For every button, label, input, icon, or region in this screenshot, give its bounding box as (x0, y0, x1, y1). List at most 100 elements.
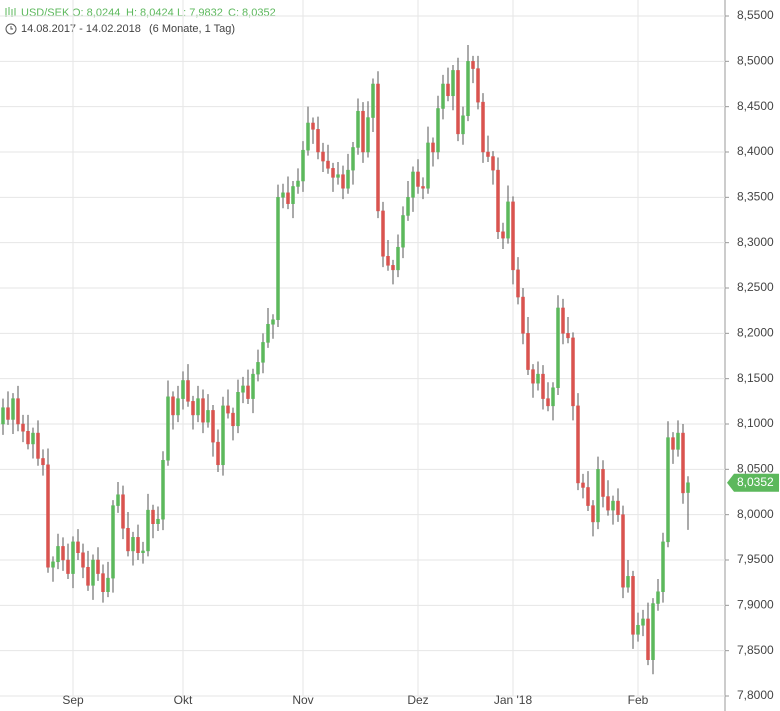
candle-body (286, 192, 290, 204)
x-tick-label: Dez (407, 693, 428, 707)
candle-body (671, 437, 675, 450)
candle-body (591, 505, 595, 523)
candle-body (371, 83, 375, 118)
candle-body (656, 591, 660, 604)
candle-body (276, 197, 280, 320)
candle-body (111, 505, 115, 579)
candle-body (36, 432, 40, 459)
y-tick-label: 8,4000 (737, 144, 774, 158)
candle-body (246, 385, 250, 399)
candle-body (316, 129, 320, 153)
x-tick-label: Okt (174, 693, 193, 707)
y-tick-label: 8,5000 (737, 54, 774, 68)
candle-body (131, 537, 135, 552)
candle-body (126, 528, 130, 552)
candle-body (551, 387, 555, 407)
symbol: USD/SEK (21, 7, 70, 19)
candle-body (616, 500, 620, 515)
y-tick-label: 7,8500 (737, 643, 774, 657)
candle-body (386, 256, 390, 266)
candle-body (6, 407, 10, 420)
x-tick-label: Feb (628, 693, 649, 707)
candle-body (496, 169, 500, 233)
candle-body (466, 61, 470, 116)
candle-body (571, 337, 575, 407)
candle-body (681, 432, 685, 494)
candle-body (366, 117, 370, 153)
candle-body (166, 396, 170, 461)
candle-body (181, 380, 185, 399)
candle-body (201, 398, 205, 423)
candle-body (606, 496, 610, 511)
candle-body (631, 576, 635, 635)
candle-body (151, 509, 155, 524)
candle-body (1, 407, 5, 425)
candle-body (121, 494, 125, 529)
candle-body (46, 464, 50, 568)
candle-body (426, 142, 430, 189)
candle-body (216, 441, 220, 466)
candle-body (21, 423, 25, 432)
candle-body (196, 398, 200, 416)
open-label: O: 8,0244 (72, 7, 120, 19)
candle-body (461, 115, 465, 135)
y-tick-label: 7,8000 (737, 688, 774, 702)
candle-body (476, 68, 480, 103)
candle-body (446, 83, 450, 97)
candle-body (136, 537, 140, 553)
clock-icon (5, 23, 17, 35)
candle-body (576, 405, 580, 484)
candle-body (266, 324, 270, 343)
candle-body (481, 101, 485, 153)
candle-body (206, 410, 210, 423)
candle-body (416, 171, 420, 187)
candle-body (106, 577, 110, 592)
low-label: L: 7,9832 (177, 7, 223, 19)
y-tick-label: 8,2000 (737, 326, 774, 340)
y-tick-label: 8,3000 (737, 235, 774, 249)
candle-body (301, 149, 305, 182)
candle-body (536, 373, 540, 384)
candle-body (86, 567, 90, 586)
candle-body (361, 110, 365, 153)
candle-body (66, 559, 70, 574)
candle-body (436, 108, 440, 153)
x-tick-label: Sep (62, 693, 84, 707)
candle-body (116, 494, 120, 506)
candle-body (491, 156, 495, 171)
candle-body (501, 231, 505, 239)
close-label: C: 8,0352 (228, 7, 276, 19)
y-tick-label: 7,9000 (737, 598, 774, 612)
candle-body (531, 369, 535, 384)
candle-body (341, 174, 345, 189)
candle-body (356, 110, 360, 148)
candle-body (226, 405, 230, 414)
candle-body (421, 186, 425, 189)
candle-body (511, 201, 515, 271)
candle-body (526, 333, 530, 370)
candle-body (636, 625, 640, 635)
candle-body (486, 151, 490, 157)
candle-body (11, 398, 15, 420)
candle-body (241, 385, 245, 393)
candle-body (456, 70, 460, 135)
y-tick-label: 8,1500 (737, 371, 774, 385)
candle-body (311, 122, 315, 130)
candle-body (261, 342, 265, 363)
candle-body (331, 168, 335, 178)
candle-body (171, 396, 175, 416)
candle-body (191, 401, 195, 416)
candle-body (76, 541, 80, 553)
candle-body (396, 246, 400, 271)
candle-body (31, 432, 35, 445)
y-tick-label: 8,2500 (737, 280, 774, 294)
candle-body (256, 362, 260, 375)
candle-body (101, 573, 105, 592)
candle-body (346, 169, 350, 189)
candle-body (176, 398, 180, 416)
candle-body (96, 559, 100, 574)
candle-body (296, 180, 300, 187)
candle-body (666, 437, 670, 543)
candle-body (586, 487, 590, 506)
